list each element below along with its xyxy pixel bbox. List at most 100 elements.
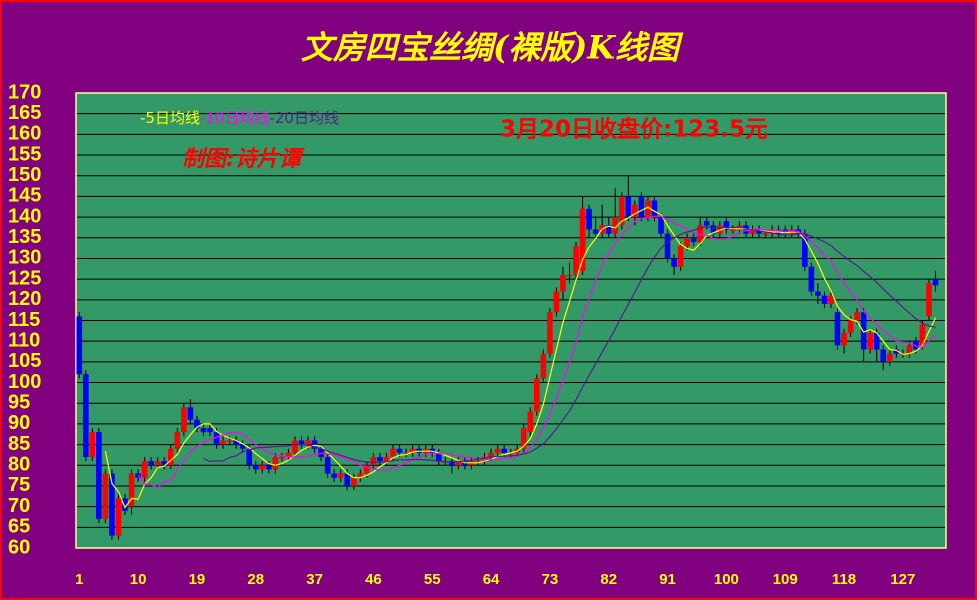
candle-body xyxy=(886,353,893,362)
candle-body xyxy=(449,461,455,466)
candle-body xyxy=(102,473,109,520)
candle-body xyxy=(749,229,756,234)
x-tick-label: 1 xyxy=(75,571,83,588)
candle-body xyxy=(194,419,200,429)
candle-body xyxy=(860,312,867,350)
x-tick-label: 100 xyxy=(714,571,739,588)
candle-body xyxy=(298,440,305,445)
candle-body xyxy=(932,279,939,286)
candle-body xyxy=(638,196,645,218)
candle-body xyxy=(841,332,847,346)
candle-body xyxy=(246,448,253,466)
candle-body xyxy=(527,411,534,433)
candle-body xyxy=(664,233,671,259)
candle-body xyxy=(821,295,828,304)
candle-body xyxy=(370,457,377,466)
candle-body xyxy=(730,229,736,231)
candle-body xyxy=(161,461,168,466)
x-tick-label: 55 xyxy=(424,571,441,588)
ma-line xyxy=(203,225,936,464)
candle-body xyxy=(815,291,821,296)
candle-body xyxy=(566,275,573,277)
y-tick-label: 140 xyxy=(8,205,41,227)
y-tick-label: 110 xyxy=(8,329,40,351)
candle-body xyxy=(409,448,416,453)
candle-body xyxy=(586,208,592,230)
legend-entry: -5日均线 xyxy=(140,109,200,127)
annotation: 制图:诗片谭 xyxy=(182,147,306,172)
candle-body xyxy=(344,473,351,486)
candle-body xyxy=(83,374,89,457)
x-tick-label: 82 xyxy=(600,571,617,588)
candle-body xyxy=(919,324,926,346)
candle-body xyxy=(553,291,560,313)
y-tick-label: 85 xyxy=(8,433,30,455)
candle-body xyxy=(220,440,226,445)
candle-body xyxy=(174,432,181,449)
y-tick-label: 80 xyxy=(8,454,30,476)
y-tick-label: 95 xyxy=(8,392,30,414)
y-tick-label: 135 xyxy=(8,226,41,248)
candle-body xyxy=(109,473,115,536)
x-tick-label: 46 xyxy=(365,571,382,588)
candle-body xyxy=(762,233,769,236)
candle-body xyxy=(697,225,704,242)
y-tick-label: 65 xyxy=(8,516,30,538)
candle-body xyxy=(802,233,808,267)
candle-body xyxy=(710,225,717,234)
candle-body xyxy=(279,457,285,459)
candle-body xyxy=(285,452,292,457)
candle-body xyxy=(141,461,148,478)
y-tick-label: 125 xyxy=(8,267,41,289)
candle-body xyxy=(233,440,239,445)
candle-body xyxy=(579,208,586,271)
candle-body xyxy=(396,448,403,453)
candle-body xyxy=(292,440,298,453)
y-tick-label: 170 xyxy=(8,81,41,103)
candle-body xyxy=(690,237,697,242)
candle-body xyxy=(573,246,579,275)
y-tick-label: 115 xyxy=(8,309,40,331)
candle-body xyxy=(658,217,664,234)
y-tick-label: 90 xyxy=(8,412,30,434)
candle-body xyxy=(873,332,880,350)
x-tick-label: 127 xyxy=(890,571,915,588)
x-tick-label: 91 xyxy=(659,571,676,588)
candle-body xyxy=(305,440,311,445)
candle-body xyxy=(200,428,207,433)
candle-body xyxy=(89,432,96,457)
candle-body xyxy=(96,432,102,520)
candle-body xyxy=(834,312,841,346)
candle-body xyxy=(605,225,612,234)
legend-entry: -20日均线 xyxy=(269,109,339,127)
y-tick-label: 130 xyxy=(8,247,41,269)
legend: -5日均线-10日均线-20日均线 xyxy=(140,109,339,127)
candle-body xyxy=(847,320,854,333)
candle-body xyxy=(520,428,527,449)
chart-title: 文房四宝丝绸(裸版)K线图 xyxy=(301,29,684,67)
candle-body xyxy=(534,378,540,412)
candle-body xyxy=(167,448,174,466)
ma-line xyxy=(137,215,936,489)
candle-body xyxy=(507,452,514,455)
candle-body xyxy=(337,473,344,478)
candle-body xyxy=(723,221,730,230)
candle-body xyxy=(148,461,154,466)
candle-body xyxy=(324,457,331,474)
y-tick-label: 155 xyxy=(8,143,41,165)
candle-body xyxy=(350,477,357,486)
x-tick-label: 64 xyxy=(483,571,500,588)
candle-body xyxy=(494,448,501,453)
candle-body xyxy=(592,229,599,234)
candle-body xyxy=(618,196,625,226)
candle-body xyxy=(488,452,494,457)
candle-body xyxy=(651,200,658,218)
candle-body xyxy=(808,266,815,292)
x-tick-label: 118 xyxy=(832,571,856,588)
candle-body xyxy=(632,204,638,218)
candle-body xyxy=(501,448,507,453)
candle-body xyxy=(475,461,481,463)
candle-body xyxy=(560,275,566,292)
candle-body xyxy=(540,353,547,379)
candle-body xyxy=(756,229,762,234)
